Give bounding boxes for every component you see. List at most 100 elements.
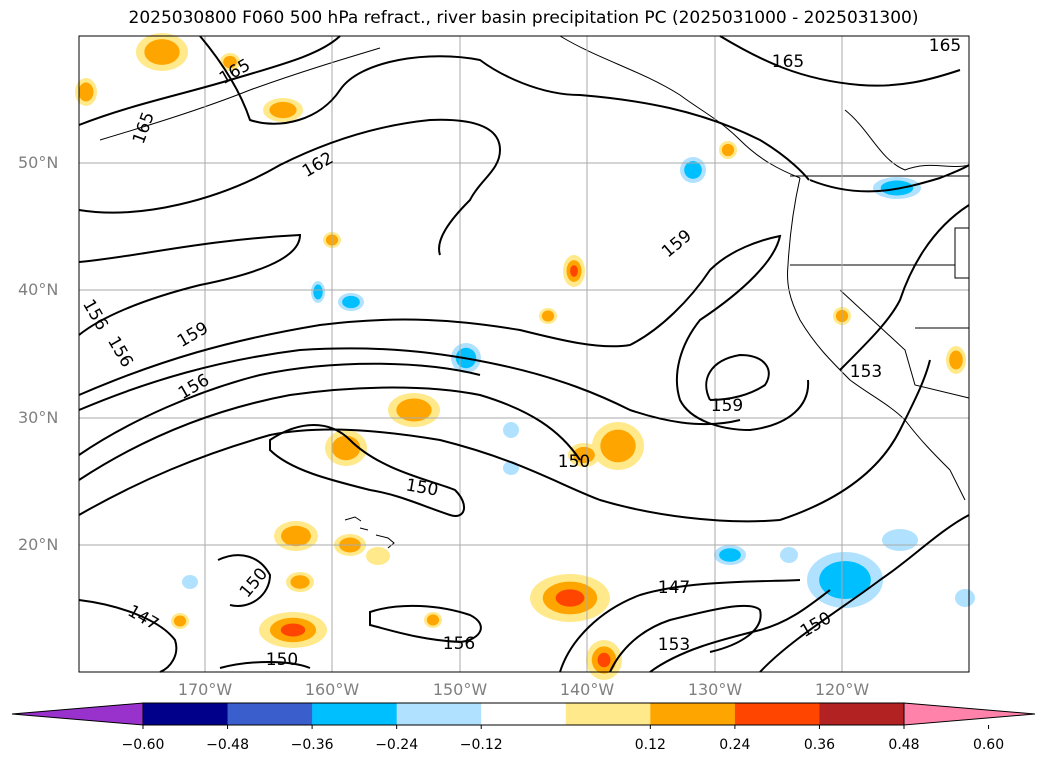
coastline-path [787,177,966,501]
height-contour [217,554,272,607]
height-contour [779,359,931,521]
height-contour [809,164,970,193]
precip-anomaly-fill [955,589,975,607]
colorbar-tick-label: −0.12 [459,737,503,753]
precip-anomaly-fill [342,295,360,309]
contour-label: 150 [797,608,835,642]
contour-label: 147 [124,601,162,635]
precip-anomaly-fill [331,435,361,461]
precip-anomaly-fill [684,161,702,179]
precip-anomaly-fill [555,589,585,607]
contour-label: 150 [558,452,590,472]
lat-tick-label: 20°N [18,535,59,554]
lon-tick-label: 130°W [687,680,743,699]
colorbar-tick-label: 0.60 [972,737,1005,753]
precip-anomaly-fill [882,529,918,551]
height-contour [78,362,481,456]
colorbar-bin [565,703,651,725]
contour-label: 156 [78,296,112,334]
colorbar-bin [734,703,820,725]
colorbar-tick-label: 0.48 [888,737,920,753]
height-contour [609,604,762,673]
precip-anomaly-fill [396,398,432,422]
coastline-path [844,109,970,171]
colorbar [11,702,1036,729]
colorbar-bin [481,703,567,725]
precip-anomaly-fill [223,55,237,69]
contour-label: 150 [404,475,439,500]
colorbar-frame [142,702,905,726]
contour-label: 156 [103,333,137,371]
contour-label: 159 [658,226,696,262]
coastline-path [559,35,801,179]
colorbar-tick-label: −0.48 [206,737,249,753]
colorbar-bin [650,703,736,725]
lat-tick-label: 40°N [18,280,59,299]
precip-anomaly-fill [541,310,555,322]
colorbar-tick-label: 0.12 [634,737,666,753]
contour-label: 165 [772,52,804,72]
colorbar-tick-label: −0.24 [375,737,419,753]
coastline-layer [99,35,970,549]
precip-anomaly-fill [280,623,306,637]
precip-anomaly-fill [269,101,297,119]
height-contour [78,233,302,336]
colorbar-tick-label: 0.36 [803,737,836,753]
precip-anomaly-fill [597,652,611,668]
precip-anomaly-fill [600,429,636,463]
colorbar-bin [143,703,229,725]
height-contour [559,579,801,673]
height-contour [78,599,178,673]
contour-label: 153 [658,635,690,655]
contour-label: 165 [929,36,961,56]
precip-anomaly-fill [78,82,94,102]
precip-anomaly-fill [780,547,798,563]
lat-tick-label: 30°N [18,408,59,427]
height-contour [78,347,741,426]
height-contour [78,35,341,126]
contour-label: 147 [658,578,690,598]
coastline-path [839,289,970,399]
precip-anomaly-fill [719,548,741,562]
precip-anomaly-fill [366,547,390,565]
coastline-path [954,227,970,279]
height-contour [839,204,970,371]
height-contour [719,35,961,87]
precip-anomaly-fill [313,284,323,300]
precip-anomaly-fill [426,614,440,626]
colorbar-bin [227,703,313,725]
colorbar-bin [396,703,482,725]
precip-anomaly-fill [290,575,310,589]
height-contour [649,589,831,673]
contour-label: 153 [850,362,882,382]
coastline-path [99,47,381,141]
contour-label: 150 [266,650,298,670]
lon-tick-label: 150°W [432,680,488,699]
precip-anomaly-fill [281,525,311,547]
colorbar-tick-label: −0.36 [290,737,334,753]
colorbar-extend-high [903,702,1036,726]
height-contour [78,428,781,523]
precip-anomaly-fill [182,575,198,589]
height-contour [78,234,810,432]
contour-layer [78,35,970,673]
precip-anomaly-fill [503,422,519,438]
colorbar-tick-label: 0.24 [719,737,751,753]
precip-anomaly-fill [570,265,578,277]
height-contour [219,661,311,669]
colorbar-bin [312,703,398,725]
precip-anomaly-fill [819,560,871,600]
precip-anomaly-fill [173,615,187,627]
contour-label: 165 [129,109,159,146]
precip-anomaly-fill [949,350,963,370]
precip-anomaly-fill [721,143,735,157]
lon-tick-label: 160°W [304,680,360,699]
height-contour [78,118,502,256]
height-contour [269,424,465,517]
colorbar-extend-low [11,702,144,726]
height-contour [369,604,482,644]
lon-tick-label: 140°W [559,680,615,699]
precipitation-fill-layer [75,33,975,680]
contour-label: 159 [711,396,743,416]
